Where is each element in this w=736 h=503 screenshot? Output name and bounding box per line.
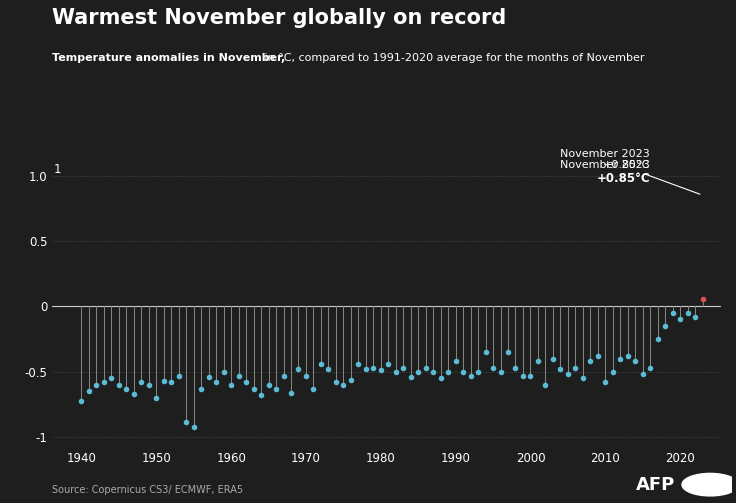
Text: November 2023: November 2023 [560, 160, 650, 171]
Text: Warmest November globally on record: Warmest November globally on record [52, 8, 506, 28]
Circle shape [682, 473, 736, 496]
Text: +0.85°C: +0.85°C [597, 173, 650, 186]
Text: Source: Copernicus CS3/ ECMWF, ERA5: Source: Copernicus CS3/ ECMWF, ERA5 [52, 485, 243, 495]
Text: November 2023
+0.85°C: November 2023 +0.85°C [560, 149, 700, 194]
Text: Temperature anomalies in November,: Temperature anomalies in November, [52, 53, 285, 63]
Text: 1: 1 [54, 162, 61, 176]
Text: AFP: AFP [636, 476, 675, 493]
Text: in °C, compared to 1991-2020 average for the months of November: in °C, compared to 1991-2020 average for… [261, 53, 645, 63]
